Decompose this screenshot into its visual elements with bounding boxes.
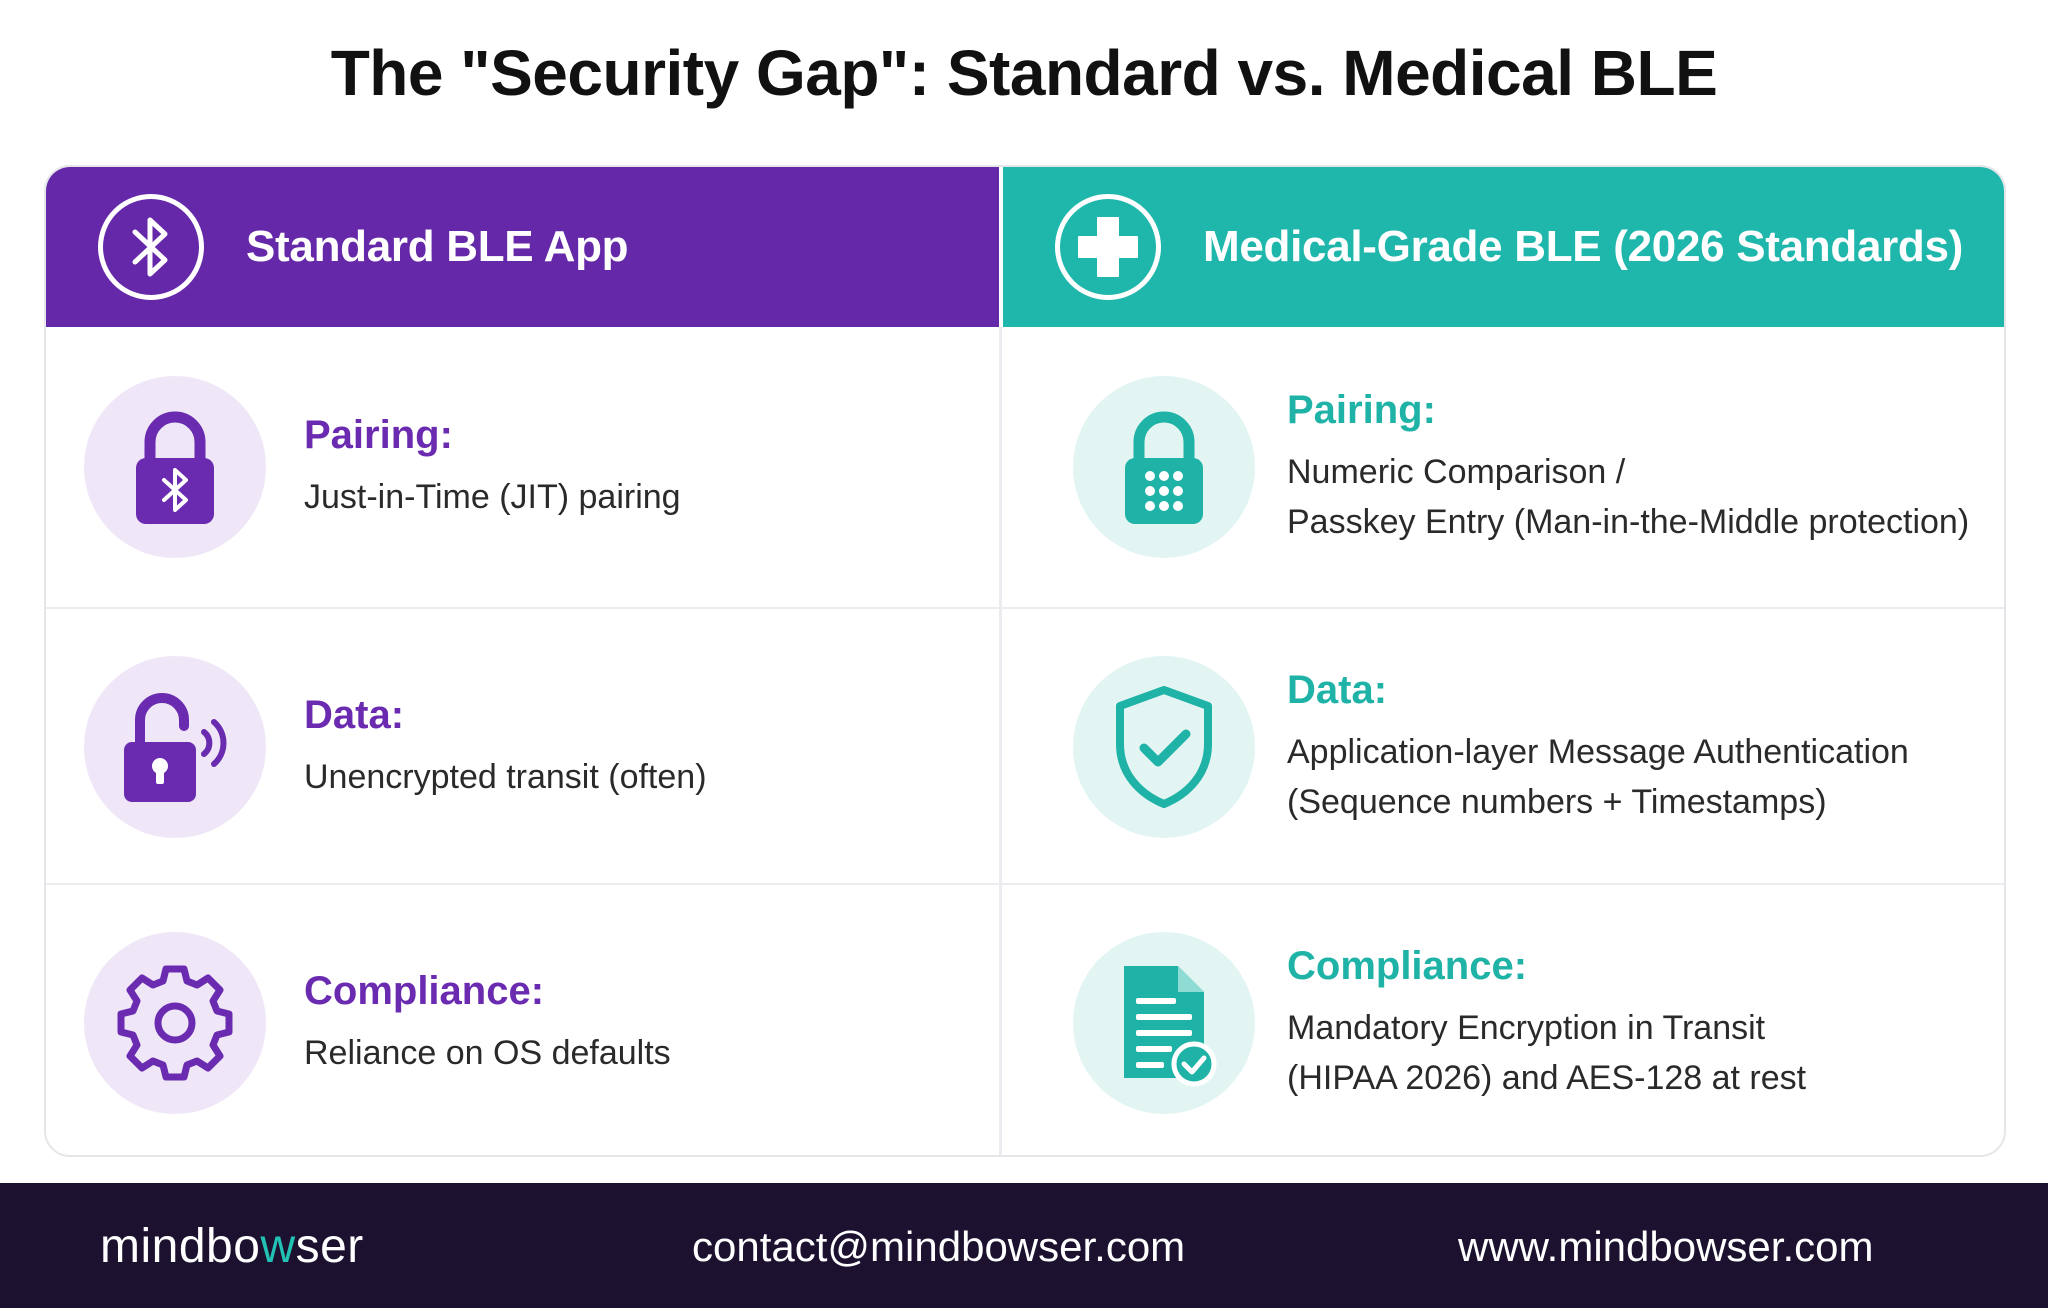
- column-divider: [999, 327, 1002, 1155]
- compliance-label: Compliance:: [304, 968, 545, 1013]
- row-divider: [46, 607, 2004, 609]
- pairing-description: Just-in-Time (JIT) pairing: [304, 477, 681, 516]
- medical-compliance-row: Compliance: Mandatory Encryption in Tran…: [1003, 885, 2004, 1155]
- data-label: Data:: [304, 692, 405, 737]
- medical-data-row: Data: Application-layer Message Authenti…: [1003, 609, 2004, 885]
- data-label: Data:: [1287, 667, 1388, 712]
- comparison-table: Standard BLE App Medical-Grade BLE (2026…: [44, 165, 2006, 1157]
- standard-header: Standard BLE App: [46, 167, 999, 327]
- row-divider: [46, 883, 2004, 885]
- medical-cross-icon: [1055, 194, 1161, 300]
- standard-header-label: Standard BLE App: [246, 222, 629, 271]
- padlock-bluetooth-icon: [84, 376, 266, 558]
- pairing-label: Pairing:: [1287, 387, 1436, 432]
- document-check-icon: [1073, 932, 1255, 1114]
- compliance-description-line: (HIPAA 2026) and AES-128 at rest: [1287, 1058, 1807, 1097]
- compliance-label: Compliance:: [1287, 943, 1528, 988]
- medical-header-label: Medical-Grade BLE (2026 Standards): [1203, 222, 1964, 271]
- gear-icon: [84, 932, 266, 1114]
- brand-text-part: mindbo: [100, 1220, 261, 1273]
- standard-data-row: Data: Unencrypted transit (often): [46, 609, 999, 885]
- bluetooth-icon: [98, 194, 204, 300]
- medical-header: Medical-Grade BLE (2026 Standards): [1003, 167, 2004, 327]
- pairing-description-line: Numeric Comparison /: [1287, 452, 1626, 491]
- website-link[interactable]: www.mindbowser.com: [1458, 1223, 1874, 1270]
- brand-text-part: ser: [295, 1220, 364, 1273]
- padlock-keypad-icon: [1073, 376, 1255, 558]
- brand-logo: mindbowser: [100, 1219, 364, 1274]
- page-title: The "Security Gap": Standard vs. Medical…: [330, 37, 1718, 109]
- contact-email-link[interactable]: contact@mindbowser.com: [692, 1223, 1186, 1270]
- brand-text-accent: w: [260, 1220, 296, 1273]
- standard-compliance-row: Compliance: Reliance on OS defaults: [46, 885, 999, 1155]
- footer-bar: mindbowser contact@mindbowser.com www.mi…: [0, 1183, 2048, 1308]
- medical-pairing-row: Pairing: Numeric Comparison / Passkey En…: [1003, 329, 2004, 605]
- data-description-line: (Sequence numbers + Timestamps): [1287, 782, 1827, 821]
- pairing-label: Pairing:: [304, 412, 453, 457]
- unlocked-padlock-icon: [84, 656, 266, 838]
- shield-check-icon: [1073, 656, 1255, 838]
- compliance-description-line: Mandatory Encryption in Transit: [1287, 1008, 1766, 1047]
- data-description: Unencrypted transit (often): [304, 757, 707, 796]
- standard-pairing-row: Pairing: Just-in-Time (JIT) pairing: [46, 329, 999, 605]
- data-description-line: Application-layer Message Authentication: [1287, 732, 1909, 771]
- compliance-description: Reliance on OS defaults: [304, 1033, 671, 1072]
- pairing-description-line: Passkey Entry (Man-in-the-Middle protect…: [1287, 502, 1970, 541]
